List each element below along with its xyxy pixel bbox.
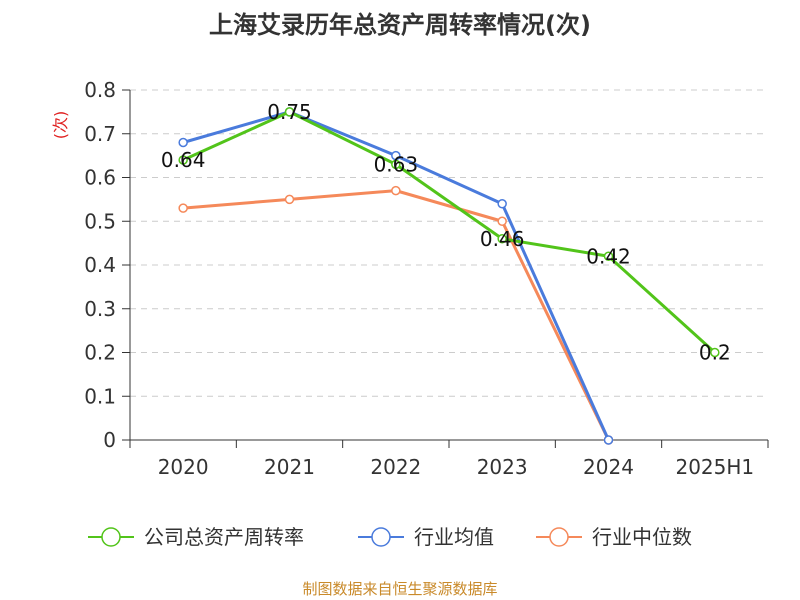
y-tick-label: 0.4 bbox=[84, 253, 116, 277]
legend-label: 公司总资产周转率 bbox=[144, 525, 304, 549]
axes: 0 0.1 0.2 0.3 0.4 0.5 0.6 0.7 0.8 2020 2021 2022 202… bbox=[84, 78, 769, 479]
x-tick-label: 2024 bbox=[583, 455, 634, 479]
data-point bbox=[178, 155, 188, 165]
data-point bbox=[178, 137, 188, 148]
y-tick-label: 0.5 bbox=[84, 209, 116, 233]
chart-title: 上海艾录历年总资产周转率情况(次) bbox=[209, 11, 591, 39]
x-tick-label: 2020 bbox=[158, 455, 209, 479]
series-layer bbox=[178, 107, 720, 445]
legend-marker bbox=[101, 527, 121, 547]
data-point bbox=[284, 194, 295, 205]
data-point bbox=[603, 251, 614, 261]
x-tick-label: 2022 bbox=[370, 455, 421, 479]
data-label: 0.42 bbox=[586, 244, 631, 268]
data-point bbox=[178, 203, 188, 213]
legend-label: 行业中位数 bbox=[592, 525, 692, 549]
x-tick-label: 2021 bbox=[264, 455, 315, 479]
data-label: 0.63 bbox=[374, 152, 419, 176]
data-point bbox=[284, 107, 295, 117]
series-line bbox=[182, 110, 716, 354]
legend: 公司总资产周转率 行业均值 行业中位数 bbox=[88, 525, 692, 549]
y-tick-label: 0 bbox=[103, 428, 116, 452]
y-axis-label: (次) bbox=[51, 111, 70, 140]
data-labels: 0.64 0.75 0.63 0.46 0.42 0.2 bbox=[161, 100, 731, 365]
data-point bbox=[603, 435, 614, 445]
data-label: 0.75 bbox=[267, 100, 312, 124]
x-tick-label: 2025H1 bbox=[675, 455, 754, 479]
data-label: 0.2 bbox=[699, 341, 731, 365]
data-point bbox=[391, 159, 401, 170]
y-tick-label: 0.1 bbox=[84, 384, 116, 408]
legend-marker bbox=[371, 527, 391, 547]
legend-marker bbox=[549, 527, 569, 547]
data-label: 0.64 bbox=[161, 148, 206, 172]
legend-label: 行业均值 bbox=[414, 525, 494, 549]
data-label: 0.46 bbox=[480, 227, 525, 251]
y-tick-label: 0.8 bbox=[84, 78, 116, 102]
x-tick-label: 2023 bbox=[477, 455, 528, 479]
y-tick-label: 0.6 bbox=[84, 166, 116, 190]
grid bbox=[130, 89, 768, 397]
y-tick-label: 0.3 bbox=[84, 297, 116, 321]
data-point bbox=[391, 185, 401, 196]
source-note: 制图数据来自恒生聚源数据库 bbox=[302, 580, 497, 598]
data-point bbox=[710, 347, 720, 358]
data-point bbox=[497, 234, 507, 244]
y-tick-label: 0.7 bbox=[84, 122, 116, 146]
series-line bbox=[183, 189, 610, 441]
data-point bbox=[497, 216, 507, 226]
data-point bbox=[497, 199, 507, 209]
y-tick-label: 0.2 bbox=[84, 341, 116, 365]
